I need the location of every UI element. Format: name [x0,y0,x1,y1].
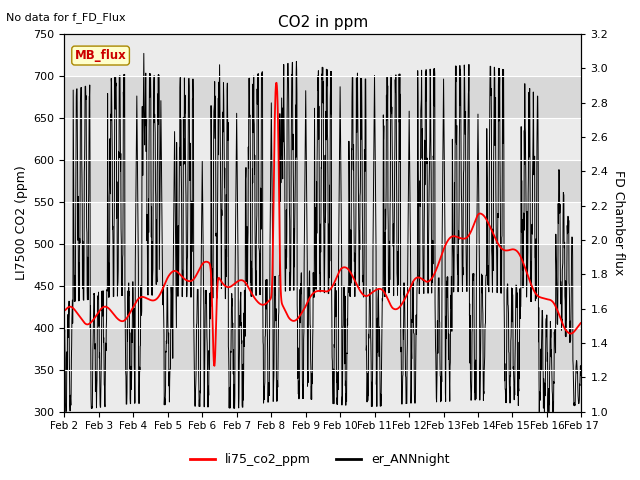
Bar [65,328,581,370]
Bar [65,286,581,328]
Bar [65,370,581,412]
Bar [65,202,581,244]
Title: CO2 in ppm: CO2 in ppm [278,15,368,30]
Text: No data for f_FD_Flux: No data for f_FD_Flux [6,12,126,23]
Bar [65,76,581,118]
Legend: li75_co2_ppm, er_ANNnight: li75_co2_ppm, er_ANNnight [186,448,454,471]
Y-axis label: LI7500 CO2 (ppm): LI7500 CO2 (ppm) [15,166,28,280]
Y-axis label: FD Chamber flux: FD Chamber flux [612,170,625,276]
Bar [65,160,581,202]
Bar [65,244,581,286]
Bar [65,118,581,160]
Bar [65,34,581,76]
Text: MB_flux: MB_flux [75,49,127,62]
